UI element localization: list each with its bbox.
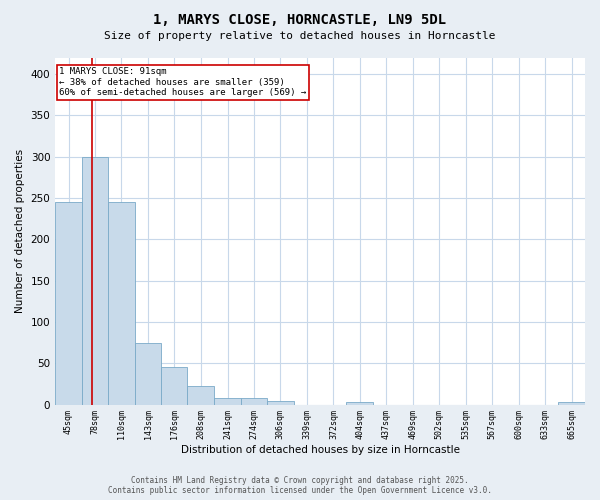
Y-axis label: Number of detached properties: Number of detached properties xyxy=(15,149,25,313)
Bar xyxy=(108,202,134,404)
Bar xyxy=(267,402,294,404)
Bar xyxy=(214,398,241,404)
Text: 1 MARYS CLOSE: 91sqm
← 38% of detached houses are smaller (359)
60% of semi-deta: 1 MARYS CLOSE: 91sqm ← 38% of detached h… xyxy=(59,68,307,97)
Bar xyxy=(241,398,267,404)
Text: 1, MARYS CLOSE, HORNCASTLE, LN9 5DL: 1, MARYS CLOSE, HORNCASTLE, LN9 5DL xyxy=(154,12,446,26)
Bar xyxy=(558,402,585,404)
X-axis label: Distribution of detached houses by size in Horncastle: Distribution of detached houses by size … xyxy=(181,445,460,455)
Bar xyxy=(55,202,82,404)
Bar xyxy=(187,386,214,404)
Bar xyxy=(134,342,161,404)
Text: Size of property relative to detached houses in Horncastle: Size of property relative to detached ho… xyxy=(104,31,496,41)
Bar xyxy=(82,156,108,404)
Bar xyxy=(346,402,373,404)
Text: Contains HM Land Registry data © Crown copyright and database right 2025.
Contai: Contains HM Land Registry data © Crown c… xyxy=(108,476,492,495)
Bar xyxy=(161,368,187,405)
